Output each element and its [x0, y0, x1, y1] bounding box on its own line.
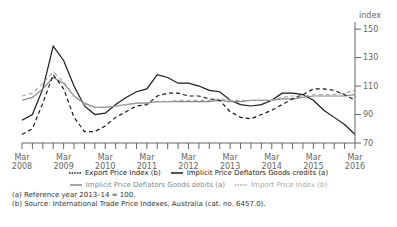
html-text:(a) Reference year 2013–14 = 1: (a) Reference year 2013–14 = 100. — [12, 191, 136, 199]
svg-text:Mar2011: Mar2011 — [137, 153, 157, 171]
svg-text:Mar2014: Mar2014 — [262, 153, 282, 171]
svg-text:Mar2012: Mar2012 — [178, 153, 198, 171]
svg-text:Mar2010: Mar2010 — [95, 153, 115, 171]
svg-text:Mar2008: Mar2008 — [12, 153, 32, 171]
svg-text:70: 70 — [363, 139, 373, 148]
svg-text:150: 150 — [363, 25, 378, 34]
html-text:Implicit Price Deflators Goods: Implicit Price Deflators Goods credits (… — [186, 168, 329, 177]
svg-text:Mar2015: Mar2015 — [303, 153, 323, 171]
svg-text:index: index — [359, 11, 381, 20]
html-text:(b) Source: International Trad: (b) Source: International Trade Price In… — [12, 200, 266, 208]
svg-text:Mar2013: Mar2013 — [220, 153, 240, 171]
svg-text:90: 90 — [363, 110, 373, 119]
html-text:Export Price Index (b): Export Price Index (b) — [84, 168, 161, 177]
svg-text:Mar2016: Mar2016 — [345, 153, 365, 171]
svg-text:130: 130 — [363, 53, 378, 62]
html-text:Implicit Price Deflators Goods: Implicit Price Deflators Goods debits (a… — [85, 180, 225, 189]
svg-text:110: 110 — [363, 82, 378, 91]
svg-text:Mar2009: Mar2009 — [53, 153, 73, 171]
html-text:Import Price Index (b): Import Price Index (b) — [251, 180, 328, 189]
